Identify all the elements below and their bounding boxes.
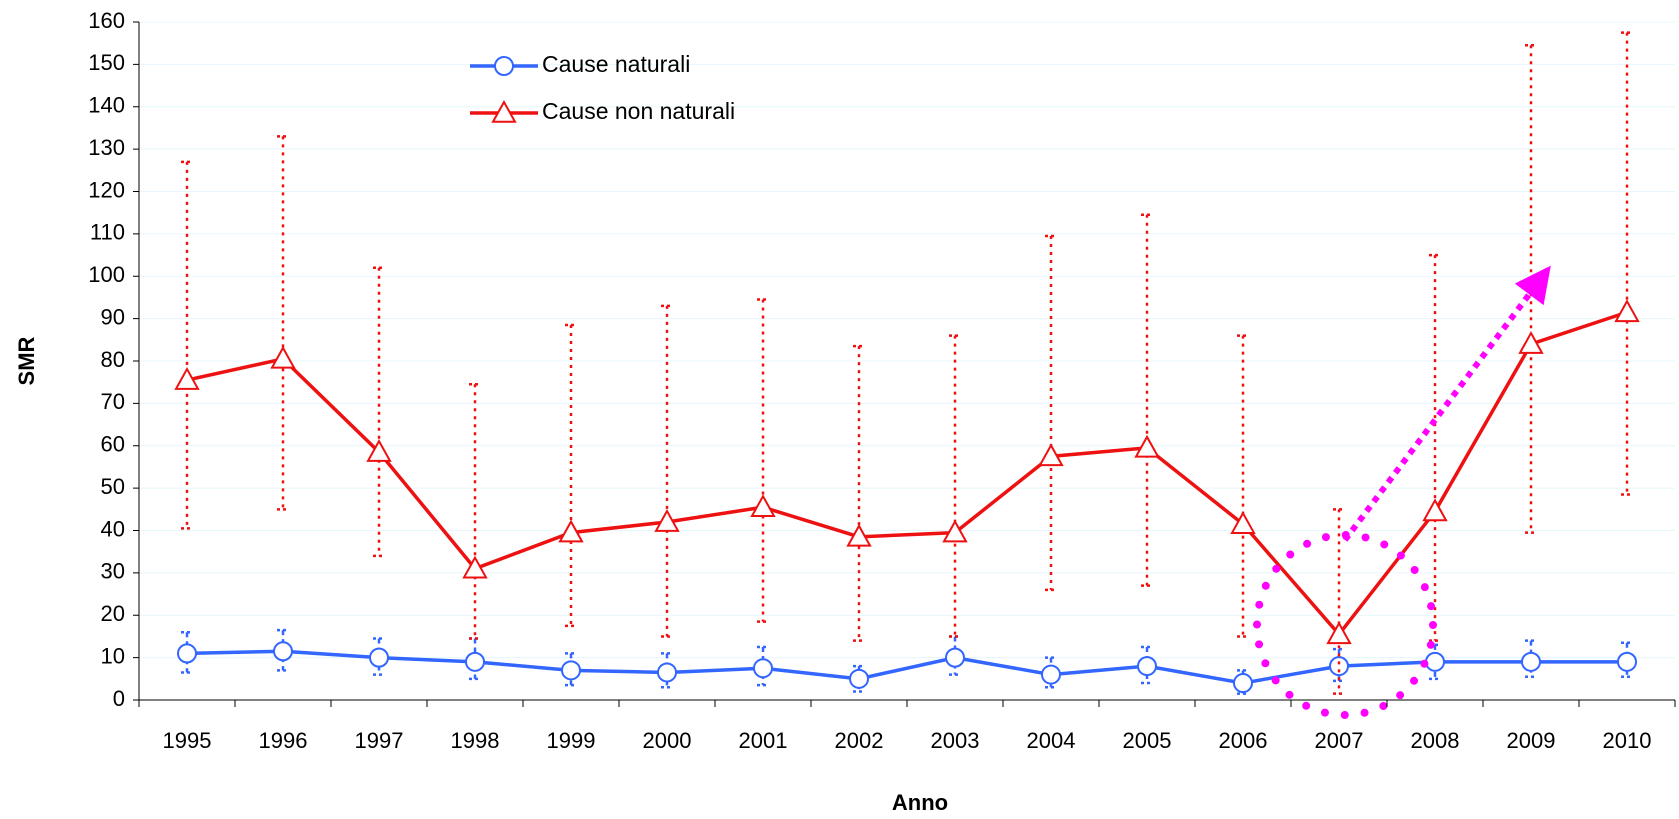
x-tick-label: 2010 (1603, 728, 1652, 753)
data-point (1614, 299, 1640, 323)
x-tick-label: 2005 (1123, 728, 1172, 753)
y-tick-label: 120 (88, 177, 125, 202)
data-point (1038, 443, 1064, 467)
x-tick-label: 1998 (451, 728, 500, 753)
x-tick-label: 2004 (1027, 728, 1076, 753)
data-point (1230, 511, 1256, 534)
data-point (1425, 651, 1445, 672)
series (174, 31, 1640, 695)
data-point (177, 643, 197, 664)
y-tick-label: 20 (101, 601, 125, 626)
x-tick-label: 1997 (355, 728, 404, 753)
data-point (1521, 651, 1541, 672)
x-tick-label: 2002 (835, 728, 884, 753)
data-point (465, 651, 485, 672)
x-axis-label: Anno (892, 790, 948, 815)
data-point (558, 519, 584, 543)
y-tick-label: 0 (113, 686, 125, 711)
data-point (657, 662, 677, 683)
legend-marker (494, 56, 514, 76)
data-point (270, 345, 296, 369)
y-tick-label: 50 (101, 474, 125, 499)
x-tick-label: 2006 (1219, 728, 1268, 753)
data-point (1422, 498, 1448, 522)
data-point (1329, 656, 1349, 677)
data-point (273, 641, 293, 662)
series (177, 628, 1637, 695)
data-point (366, 439, 392, 462)
data-point (1617, 651, 1637, 672)
data-point (1233, 673, 1253, 694)
y-tick-label: 110 (90, 220, 125, 245)
data-point (1137, 656, 1157, 677)
x-tick-label: 1996 (259, 728, 308, 753)
annotation (1253, 265, 1551, 719)
y-tick-label: 140 (88, 93, 125, 118)
data-point (1041, 664, 1061, 685)
series-line (186, 649, 1627, 685)
y-tick-label: 70 (101, 389, 125, 414)
y-tick-label: 80 (101, 347, 125, 372)
y-tick-label: 60 (101, 432, 125, 457)
y-tick-label: 130 (88, 135, 125, 160)
data-point (561, 660, 581, 681)
y-tick-label: 10 (101, 643, 125, 668)
data-point (945, 647, 965, 668)
data-point (942, 519, 968, 543)
data-point (750, 494, 776, 517)
data-point (369, 647, 389, 668)
x-tick-label: 2009 (1507, 728, 1556, 753)
y-tick-label: 90 (101, 304, 125, 329)
data-point (1326, 621, 1352, 645)
y-tick-label: 160 (88, 8, 125, 33)
legend-label: Cause naturali (542, 51, 690, 77)
x-tick-label: 1999 (547, 728, 596, 753)
data-point (654, 508, 680, 532)
y-axis-label: SMR (14, 336, 39, 385)
plot (174, 31, 1640, 695)
y-tick-label: 150 (88, 50, 125, 75)
x-tick-label: 2007 (1315, 728, 1364, 753)
data-point (849, 668, 869, 689)
data-point (1518, 330, 1544, 354)
legend-marker (491, 99, 517, 123)
x-tick-label: 2001 (739, 728, 788, 753)
x-tick-label: 2000 (643, 728, 692, 753)
data-point (846, 523, 872, 547)
y-tick-label: 100 (88, 262, 125, 287)
legend-label: Cause non naturali (542, 98, 735, 124)
data-point (462, 555, 488, 579)
series-line (186, 310, 1628, 638)
data-point (174, 367, 200, 390)
grid (139, 21, 1675, 659)
x-tick-label: 2003 (931, 728, 980, 753)
x-tick-label: 1995 (163, 728, 212, 753)
data-point (753, 658, 773, 679)
data-point (1134, 434, 1160, 458)
x-tick-label: 2008 (1411, 728, 1460, 753)
y-tick-label: 30 (101, 559, 125, 584)
y-tick-label: 40 (101, 516, 125, 541)
